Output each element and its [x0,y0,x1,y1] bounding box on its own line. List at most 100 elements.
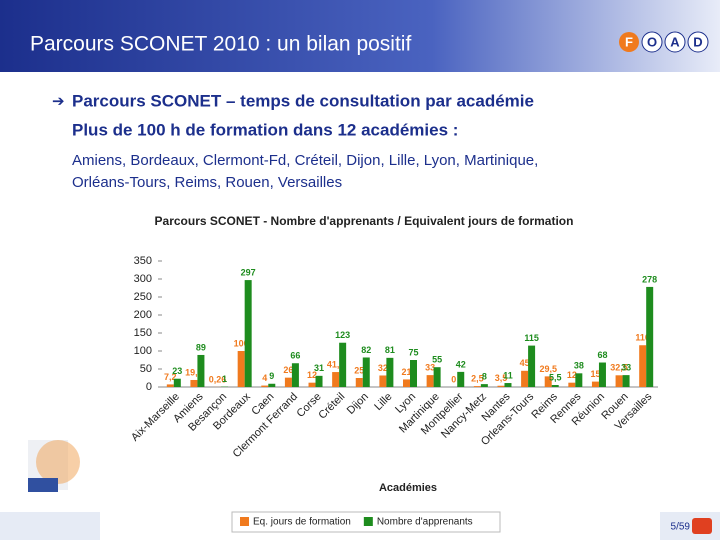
bar [403,379,410,387]
body-line: Orléans-Tours, Reims, Rouen, Versailles [72,174,342,191]
bar [544,376,552,387]
value-label: 55 [432,355,442,365]
bar [504,383,512,387]
bar [528,345,536,387]
logo-circle [687,31,709,53]
legend: Eq. jours de formation Nombre d'apprenant… [231,511,501,533]
y-tick-label: 250 [134,291,152,303]
legend-label: Nombre d'apprenants [377,517,473,528]
logo-letter: F [625,34,633,49]
value-label: 7,2 [164,372,177,382]
y-tick-label: 0 [146,381,152,393]
value-label: 33 [621,362,631,372]
value-label: 1 [222,374,227,384]
logo-shape [36,440,80,484]
subtitle: Plus de 100 h de formation dans 12 acadé… [72,120,458,139]
logo-circle [641,31,663,53]
bar [166,384,174,387]
chart-panel [100,205,660,540]
bar [410,360,417,387]
value-label: 25 [354,365,364,375]
logo-circle [664,31,686,53]
value-label: 81 [385,345,395,355]
value-label: 2,5 [471,373,484,383]
next-button[interactable] [692,518,712,534]
bar [237,351,245,387]
value-label: 0 [451,374,456,384]
bar [244,280,252,387]
value-label: 19,5 [185,367,203,377]
y-tick-label: 300 [134,273,152,285]
value-label: 68 [597,350,607,360]
bar [598,362,606,387]
bar [521,370,529,387]
bar [379,375,387,387]
value-label: 278 [642,274,657,284]
bar [497,385,505,387]
bar [173,378,181,387]
value-label: 89 [196,342,206,352]
value-label: 23 [172,366,182,376]
logo-circle [619,32,639,52]
bar [433,367,441,387]
legend-swatch [240,517,249,526]
bar [284,377,292,387]
bar [551,385,559,387]
bar [622,375,630,387]
bar [197,354,205,387]
bar [386,357,394,387]
value-label: 116 [635,333,650,343]
bar [268,383,276,387]
value-label: 9 [269,371,274,381]
value-label: 75 [408,347,418,357]
value-label: 32,5 [610,363,628,373]
value-label: 115 [524,333,539,343]
value-label: 3,5 [495,373,508,383]
body-line: Amiens, Bordeaux, Clermont-Fd, Créteil, … [72,152,538,169]
value-label: 66 [290,351,300,361]
bar [473,386,481,387]
value-label: 31 [314,363,324,373]
slide-title: Parcours SCONET 2010 : un bilan positif [30,33,411,56]
bar [457,371,465,387]
value-label: 33 [425,362,435,372]
value-label: 4 [262,373,267,383]
value-label: 297 [241,267,256,277]
y-tick-label: 200 [134,309,152,321]
bullet-arrow: ➔ [52,93,65,110]
y-tick-label: 150 [134,327,152,339]
value-label: 0,26 [209,374,227,384]
page-number: 5/59 [671,522,691,533]
bar [615,375,623,387]
bar [646,286,654,387]
logo-letter: O [647,34,657,49]
bar [355,378,363,387]
value-label: 32 [378,363,388,373]
side-logo [28,440,80,492]
bar [639,345,647,387]
logo-letter: A [670,34,680,49]
bullet: Parcours SCONET – temps de consultation … [72,91,534,110]
x-axis-title: Académies [379,482,437,494]
legend-label: Eq. jours de formation [253,517,351,528]
logo-flag [28,478,58,492]
bar [568,382,576,387]
value-label: 11 [503,370,513,380]
value-label: 41,5 [327,359,345,369]
bar [291,363,299,387]
value-label: 123 [335,330,350,340]
chart-title: Parcours SCONET - Nombre d'apprenants / … [155,214,574,228]
y-tick-label: 350 [134,255,152,267]
bar [332,372,340,387]
value-label: 45 [520,358,530,368]
bar [261,385,269,387]
value-label: 26 [283,365,293,375]
header-bar [0,0,720,72]
value-label: 15 [590,369,600,379]
value-label: 38 [574,361,584,371]
value-label: 12 [307,370,317,380]
value-label: 100 [234,338,249,348]
logo-letter: D [693,34,702,49]
value-label: 12 [567,370,577,380]
